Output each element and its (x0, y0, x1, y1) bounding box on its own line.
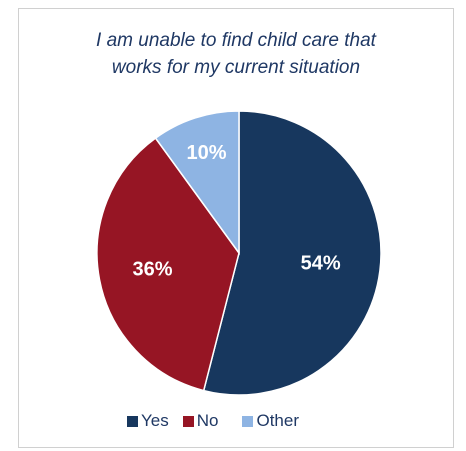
pie-slices (96, 110, 382, 396)
legend-swatch-other (242, 415, 254, 427)
pie-labels: 54% 36% 10% (132, 142, 340, 280)
pie-slice-yes (202, 110, 382, 396)
chart-title-line-1: I am unable to find child care that (96, 30, 376, 51)
chart-title: I am unable to find child care that work… (19, 27, 453, 81)
legend-swatch-no (182, 415, 194, 427)
legend-item-yes: Yes (127, 411, 169, 431)
legend-swatch-yes (127, 415, 138, 427)
legend-item-other: Other (242, 411, 299, 431)
legend: Yes No Other (127, 409, 299, 433)
legend-item-no: No (182, 411, 219, 431)
legend-label-no: No (196, 411, 219, 430)
pie-slice-no (96, 137, 240, 392)
chart-title-line-2: works for my current situation (111, 57, 361, 78)
legend-label-yes: Yes (141, 411, 169, 430)
pie-label-no: 36% (132, 259, 172, 281)
pie-slice-other (154, 110, 240, 256)
pie-label-other: 10% (186, 142, 226, 164)
legend-label-other: Other (256, 411, 299, 430)
chart-frame: I am unable to find child care that work… (18, 8, 454, 448)
pie-label-yes: 54% (301, 252, 341, 274)
pie-chart: 54% 36% 10% (96, 110, 382, 396)
